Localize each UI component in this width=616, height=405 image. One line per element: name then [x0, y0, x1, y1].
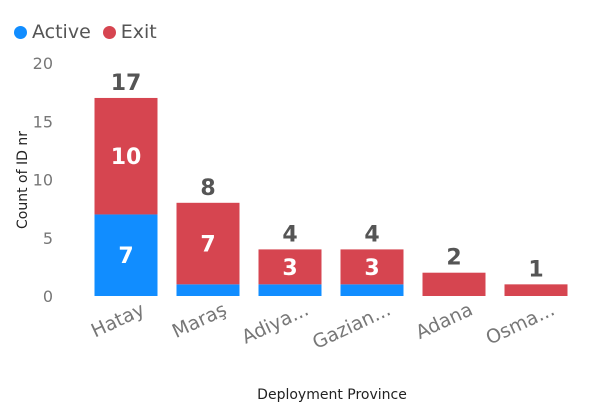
y-axis-ticks: 0 5 10 15 20 [33, 54, 53, 306]
data-labels: 7 10 17 7 8 3 4 3 4 2 1 [111, 71, 544, 282]
total-label-5: 1 [528, 257, 543, 282]
legend-item-active[interactable]: Active [14, 21, 91, 43]
bar-active-1 [176, 284, 240, 296]
legend: Active Exit [14, 20, 169, 44]
y-tick-label-3: 15 [33, 112, 53, 131]
legend-active-label: Active [32, 21, 91, 43]
bar-exit-2 [258, 249, 322, 285]
x-axis-ticks: Hatay Maraş Adiya...Gazian... Adana Osma... [88, 299, 558, 354]
segment-label-exit-0: 10 [111, 145, 142, 170]
y-axis-title: Count of ID nr [15, 131, 31, 229]
bar-exit-1 [176, 202, 240, 285]
x-tick-label-2: Adiya... [238, 299, 312, 349]
total-label-2: 4 [282, 222, 297, 247]
bar-exit-0 [94, 97, 158, 215]
total-label-0: 17 [111, 71, 142, 96]
legend-exit-label: Exit [120, 21, 157, 43]
legend-active-marker [14, 25, 27, 39]
bar-active-0 [94, 214, 158, 296]
x-tick-label-3: Gazian... [309, 299, 394, 354]
x-axis-title: Deployment Province [257, 387, 407, 403]
segment-label-exit-1: 7 [200, 233, 215, 258]
x-tick-label-1: Maraş [169, 299, 230, 343]
segment-label-exit-3: 3 [364, 256, 379, 281]
x-tick-label-0: Hatay [88, 299, 148, 343]
bar-exit-4 [422, 272, 486, 296]
y-tick-label-2: 10 [33, 171, 53, 190]
y-tick-label-1: 5 [43, 229, 53, 248]
total-label-4: 2 [446, 246, 461, 271]
legend-exit-marker [102, 25, 116, 39]
segment-label-exit-2: 3 [282, 256, 297, 281]
x-tick-label-5: Osma... [483, 299, 559, 350]
bar-exit-3 [340, 249, 404, 285]
y-tick-label-4: 20 [33, 54, 53, 73]
legend-item-exit[interactable]: Exit [102, 21, 157, 43]
bar-active-3 [340, 284, 404, 296]
bar-exit-5 [504, 284, 568, 296]
bar-active-2 [258, 284, 322, 296]
bars [94, 97, 568, 296]
total-label-1: 8 [200, 176, 215, 201]
x-tick-label-4: Adana [412, 299, 476, 344]
segment-label-active-0: 7 [118, 244, 133, 269]
total-label-3: 4 [364, 222, 379, 247]
y-tick-label-0: 0 [43, 287, 53, 306]
